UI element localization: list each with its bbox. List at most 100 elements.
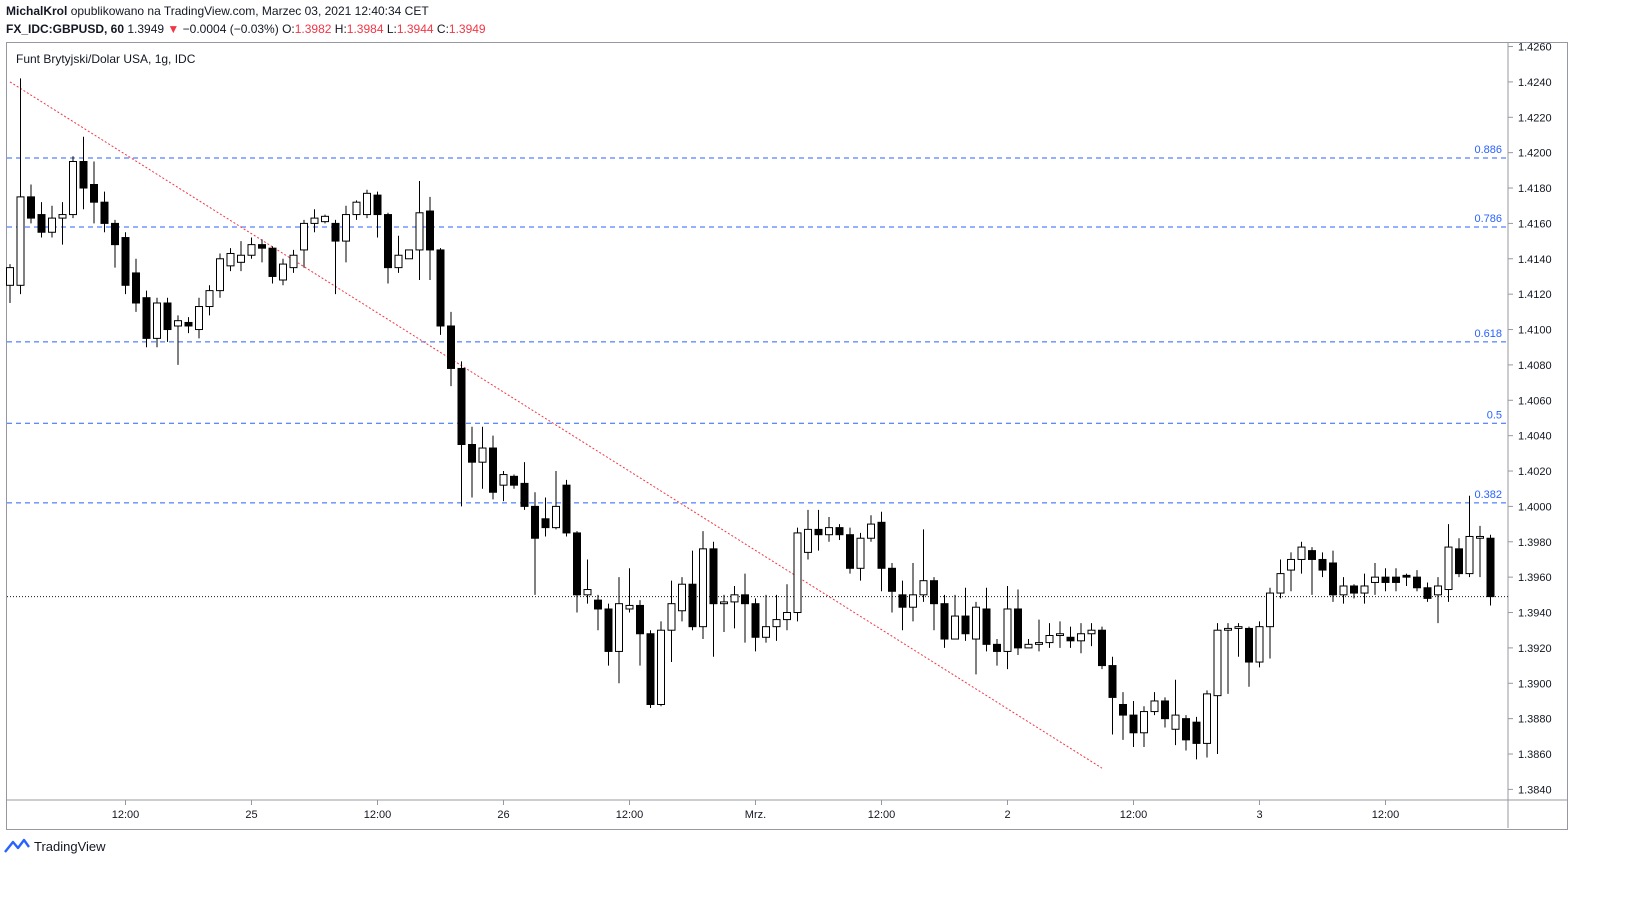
x-tick-label: 2 [1004,809,1010,821]
tradingview-footer: TradingView [4,838,106,854]
y-tick-label: 1.4140 [1518,254,1552,266]
candle-up [825,527,833,536]
candle-down [163,302,172,331]
candle-up [1087,629,1096,635]
candle-down [79,161,88,189]
footer-brand: TradingView [34,838,106,854]
candle-up [1266,592,1274,628]
candle-up [951,615,959,640]
candle-up [657,629,665,705]
candle-down [258,244,266,249]
candle-up [363,192,371,216]
candle-up [1297,546,1306,560]
candle-down [688,583,697,628]
candle-down [636,604,644,635]
candle-down [573,532,581,596]
candle-down [1381,576,1390,583]
candle-up [310,217,319,224]
x-tick-label: 12:00 [1372,809,1400,821]
candle-up [153,302,161,339]
candle-down [1098,629,1106,667]
candle-down [1014,608,1022,649]
x-tick-label: 12:00 [868,809,896,821]
candle-up [499,474,508,486]
last-price: 1.3949 [127,22,165,36]
fib-level-label: 0.886 [1474,144,1502,156]
candle-up [552,505,560,529]
candle-down [1486,537,1495,598]
x-tick-label: 12:00 [616,809,644,821]
candle-down [184,321,193,327]
candle-up [1203,693,1211,744]
candle-up [415,212,424,251]
candle-up [615,603,623,652]
y-tick-label: 1.4240 [1518,77,1552,89]
candle-down [982,608,991,645]
candle-down [1182,718,1190,741]
candle-down [1108,665,1117,698]
candle-up [1444,546,1453,591]
candle-up [1371,576,1379,583]
candle-up [1465,535,1474,575]
candle-up [1255,626,1264,663]
candle-up [478,447,487,463]
candle-down [562,484,571,534]
candle-up [804,528,812,553]
candle-up [174,320,182,327]
candle-up [1339,585,1348,596]
candle-up [1276,573,1285,594]
candle-up [1003,608,1012,652]
candle-up [720,601,728,605]
symbol-label: FX_IDC:GBPUSD, 60 [6,22,125,36]
x-tick-label: 3 [1256,809,1262,821]
candle-up [909,594,917,608]
candle-up [1150,700,1159,713]
candle-up [1035,642,1043,645]
candle-down [1455,548,1463,575]
fib-level-label: 0.5 [1487,409,1502,421]
y-tick-label: 1.3920 [1518,643,1552,655]
candle-down [1423,587,1432,599]
candle-down [1245,627,1253,663]
candle-down [268,247,277,277]
candle-up [625,604,634,610]
price-change: −0.0004 (−0.03%) [182,22,279,36]
chart-legend: Funt Brytyjski/Dolar USA, 1g, IDC [16,52,196,66]
candle-up [1171,714,1180,730]
candle-down [132,272,140,304]
y-tick-label: 1.4100 [1518,325,1552,337]
candle-down [751,603,760,638]
candle-down [1350,585,1358,594]
candle-down [898,594,907,608]
candle-up [405,249,413,260]
y-tick-label: 1.3960 [1518,572,1552,584]
close-value: 1.3949 [448,22,486,36]
candle-up [762,626,770,638]
low-label: L: [386,22,397,36]
candle-down [541,518,550,529]
candle-up [352,201,361,216]
candle-down [930,580,938,605]
candle-down [709,548,718,605]
candle-down [1402,574,1411,578]
candle-up [667,603,676,631]
candle-down [531,505,539,539]
x-tick-label: 12:00 [1120,809,1148,821]
candle-up [730,594,739,603]
candle-up [205,290,214,308]
tradingview-logo-icon [4,838,30,853]
candle-down [594,599,602,610]
candle-down [37,214,46,233]
candle-up [394,254,403,269]
candle-down [814,528,823,536]
author-name[interactable]: MichalKrol [6,4,68,18]
candle-up [793,532,802,614]
publish-info: MichalKrol opublikowano na TradingView.c… [6,4,429,18]
candle-down [940,603,949,640]
y-tick-label: 1.4200 [1518,148,1552,160]
y-tick-label: 1.3900 [1518,678,1552,690]
candle-up [856,537,865,569]
candle-down [1413,576,1421,589]
close-label: C: [436,22,449,36]
